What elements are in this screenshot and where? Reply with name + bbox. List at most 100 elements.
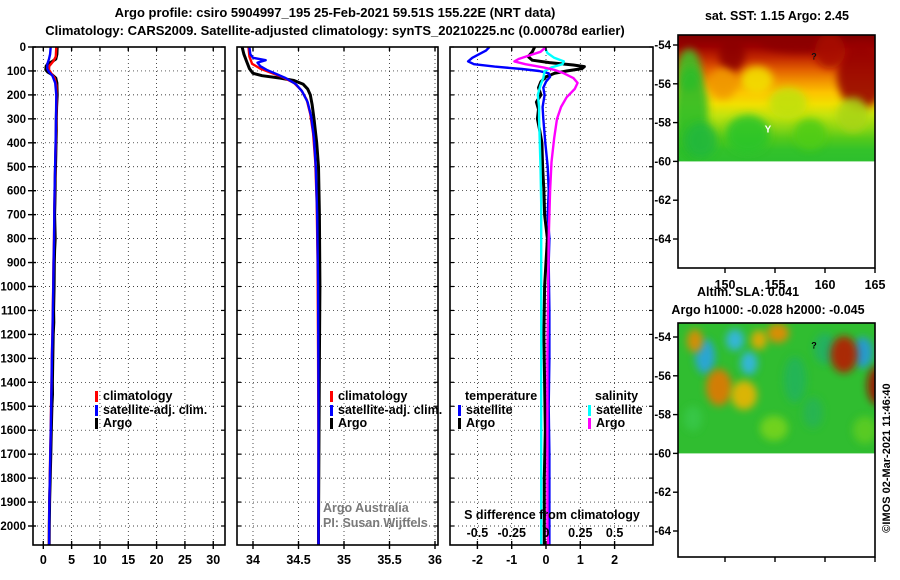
x-tick-label: 0 (543, 553, 550, 567)
map-blob (853, 337, 873, 369)
map-marker-?: ? (811, 341, 817, 351)
legend-label: climatology (338, 389, 408, 403)
argo-swatch (330, 418, 333, 430)
sla-title-line2: Argo h1000: -0.028 h2000: -0.045 (671, 303, 865, 317)
map-blob (837, 43, 875, 110)
x-tick-label: 36 (428, 553, 442, 567)
x-tick-label: 10 (93, 553, 107, 567)
map-blob (767, 323, 789, 343)
map-blob (760, 415, 788, 441)
lat-tick-label: -60 (654, 448, 671, 460)
lat-tick-label: -62 (654, 487, 671, 499)
lat-tick-label: -54 (654, 40, 671, 52)
lat-tick-label: -56 (654, 371, 671, 383)
x-tick-label: -1 (506, 553, 517, 567)
legend-item-argo: Argo (330, 416, 442, 431)
legend-item-satellite-adj-clim: satellite-adj. clim. (330, 403, 442, 418)
map-blob (853, 416, 875, 444)
map-blob (867, 366, 875, 405)
difference-temperature-legend: temperature satellite Argo (458, 389, 537, 431)
depth-tick-label: 1200 (0, 329, 26, 341)
x-tick-label: 2 (611, 553, 618, 567)
lat-tick-label: -54 (654, 332, 671, 344)
legend-label: Argo (103, 416, 133, 430)
map-marker-?: ? (811, 52, 817, 62)
temperature-panel-legend: climatology satellite-adj. clim. Argo (95, 389, 208, 431)
map-blob (687, 329, 703, 353)
x-tick-label: 20 (150, 553, 164, 567)
sla-title-line1: Altim. SLA: 0.041 (696, 285, 800, 299)
x-tick-label: 34 (246, 553, 260, 567)
map-blob (814, 333, 836, 365)
depth-tick-label: 1800 (0, 473, 26, 485)
map-blob (794, 118, 826, 150)
map-marker-Y: Y (765, 124, 772, 135)
depth-tick-label: 1100 (1, 305, 26, 317)
depth-tick-label: 900 (7, 258, 26, 270)
x-tick-label: 34.5 (286, 553, 310, 567)
legend-label: satellite-adj. clim. (103, 402, 208, 417)
salinity-profile-climatology-line (247, 47, 320, 545)
credit-block: Argo Australia PI: Susan Wijffels (323, 501, 428, 531)
map-blob (709, 68, 737, 100)
legend-item-climatology: climatology (95, 389, 207, 404)
lat-tick-label: -58 (654, 118, 671, 130)
satellite-adj-clim-swatch (330, 404, 333, 416)
depth-tick-label: 300 (7, 114, 26, 126)
temp-argo-swatch (458, 418, 461, 430)
lat-tick-label: -64 (654, 234, 671, 246)
salinity-legend-header: salinity (595, 389, 639, 403)
legend-item-argo: Argo (95, 416, 207, 431)
page-subtitle: Climatology: CARS2009. Satellite-adjuste… (45, 23, 625, 38)
depth-tick-label: 200 (7, 90, 26, 102)
salinity-profile-satellite-adj-clim-line (248, 47, 320, 545)
climatology-swatch (330, 391, 333, 403)
legend-item-climatology: climatology (330, 389, 442, 404)
x-tick-label: 30 (206, 553, 220, 567)
map-blob (784, 356, 806, 403)
legend-label: satellite (466, 402, 513, 417)
depth-tick-label: 2000 (0, 521, 26, 533)
lat-tick-label: -62 (654, 195, 671, 207)
lat-tick-label: -64 (654, 526, 671, 538)
map-blob (815, 35, 845, 69)
inner-axis-label: 0.25 (568, 526, 592, 540)
difference-salinity-legend: salinity satellite Argo (588, 389, 643, 431)
depth-tick-label: 1900 (0, 497, 26, 509)
map-blob (803, 397, 823, 429)
difference-profile-temperature-argo-line (526, 47, 586, 545)
legend-item-sal-argo: Argo (588, 416, 643, 431)
difference-profile-salinity-satellite-line (536, 47, 565, 545)
imos-copyright: ©IMOS 02-Mar-2021 11:46:40 (881, 383, 893, 533)
sst-map: -54 -56 -58 -60 -62 -64 150 155 160 165 Y? (654, 34, 886, 292)
legend-label: Argo (596, 416, 626, 430)
map-blob (726, 329, 744, 351)
depth-tick-label: 0 (20, 42, 26, 54)
depth-tick-label: 400 (7, 138, 26, 150)
sst-map-title: sat. SST: 1.15 Argo: 2.45 (704, 9, 850, 23)
depth-tick-label: 1700 (0, 449, 26, 461)
map-blob (837, 97, 869, 133)
inner-axis-label: 0.5 (606, 526, 623, 540)
depth-tick-label: 800 (7, 234, 26, 246)
legend-label: climatology (103, 389, 173, 403)
map-blob (741, 66, 773, 94)
map-blob (751, 330, 767, 350)
x-tick-label: 5 (68, 553, 75, 567)
legend-item-sal-satellite: satellite (588, 403, 643, 418)
temperature-profile-satellite-adj-clim-line (46, 47, 58, 545)
temperature-profile: 0 5 10 15 20 25 300100200300400500600700800900… (0, 42, 226, 567)
x-tick-label: 35 (337, 553, 351, 567)
credit-line-2: PI: Susan Wijffels (323, 516, 428, 530)
map-blob (830, 336, 858, 373)
lon-tick-label: 155 (765, 278, 786, 292)
sal-argo-swatch (588, 418, 591, 430)
credit-line-1: Argo Australia (323, 501, 409, 515)
lon-tick-label: 165 (865, 278, 886, 292)
temp-satellite-swatch (458, 404, 461, 416)
argo-swatch (95, 418, 98, 430)
map-blob (731, 380, 757, 410)
legend-item-satellite-adj-clim: satellite-adj. clim. (95, 402, 208, 418)
legend-label: Argo (466, 416, 496, 430)
depth-tick-label: 600 (7, 186, 26, 198)
